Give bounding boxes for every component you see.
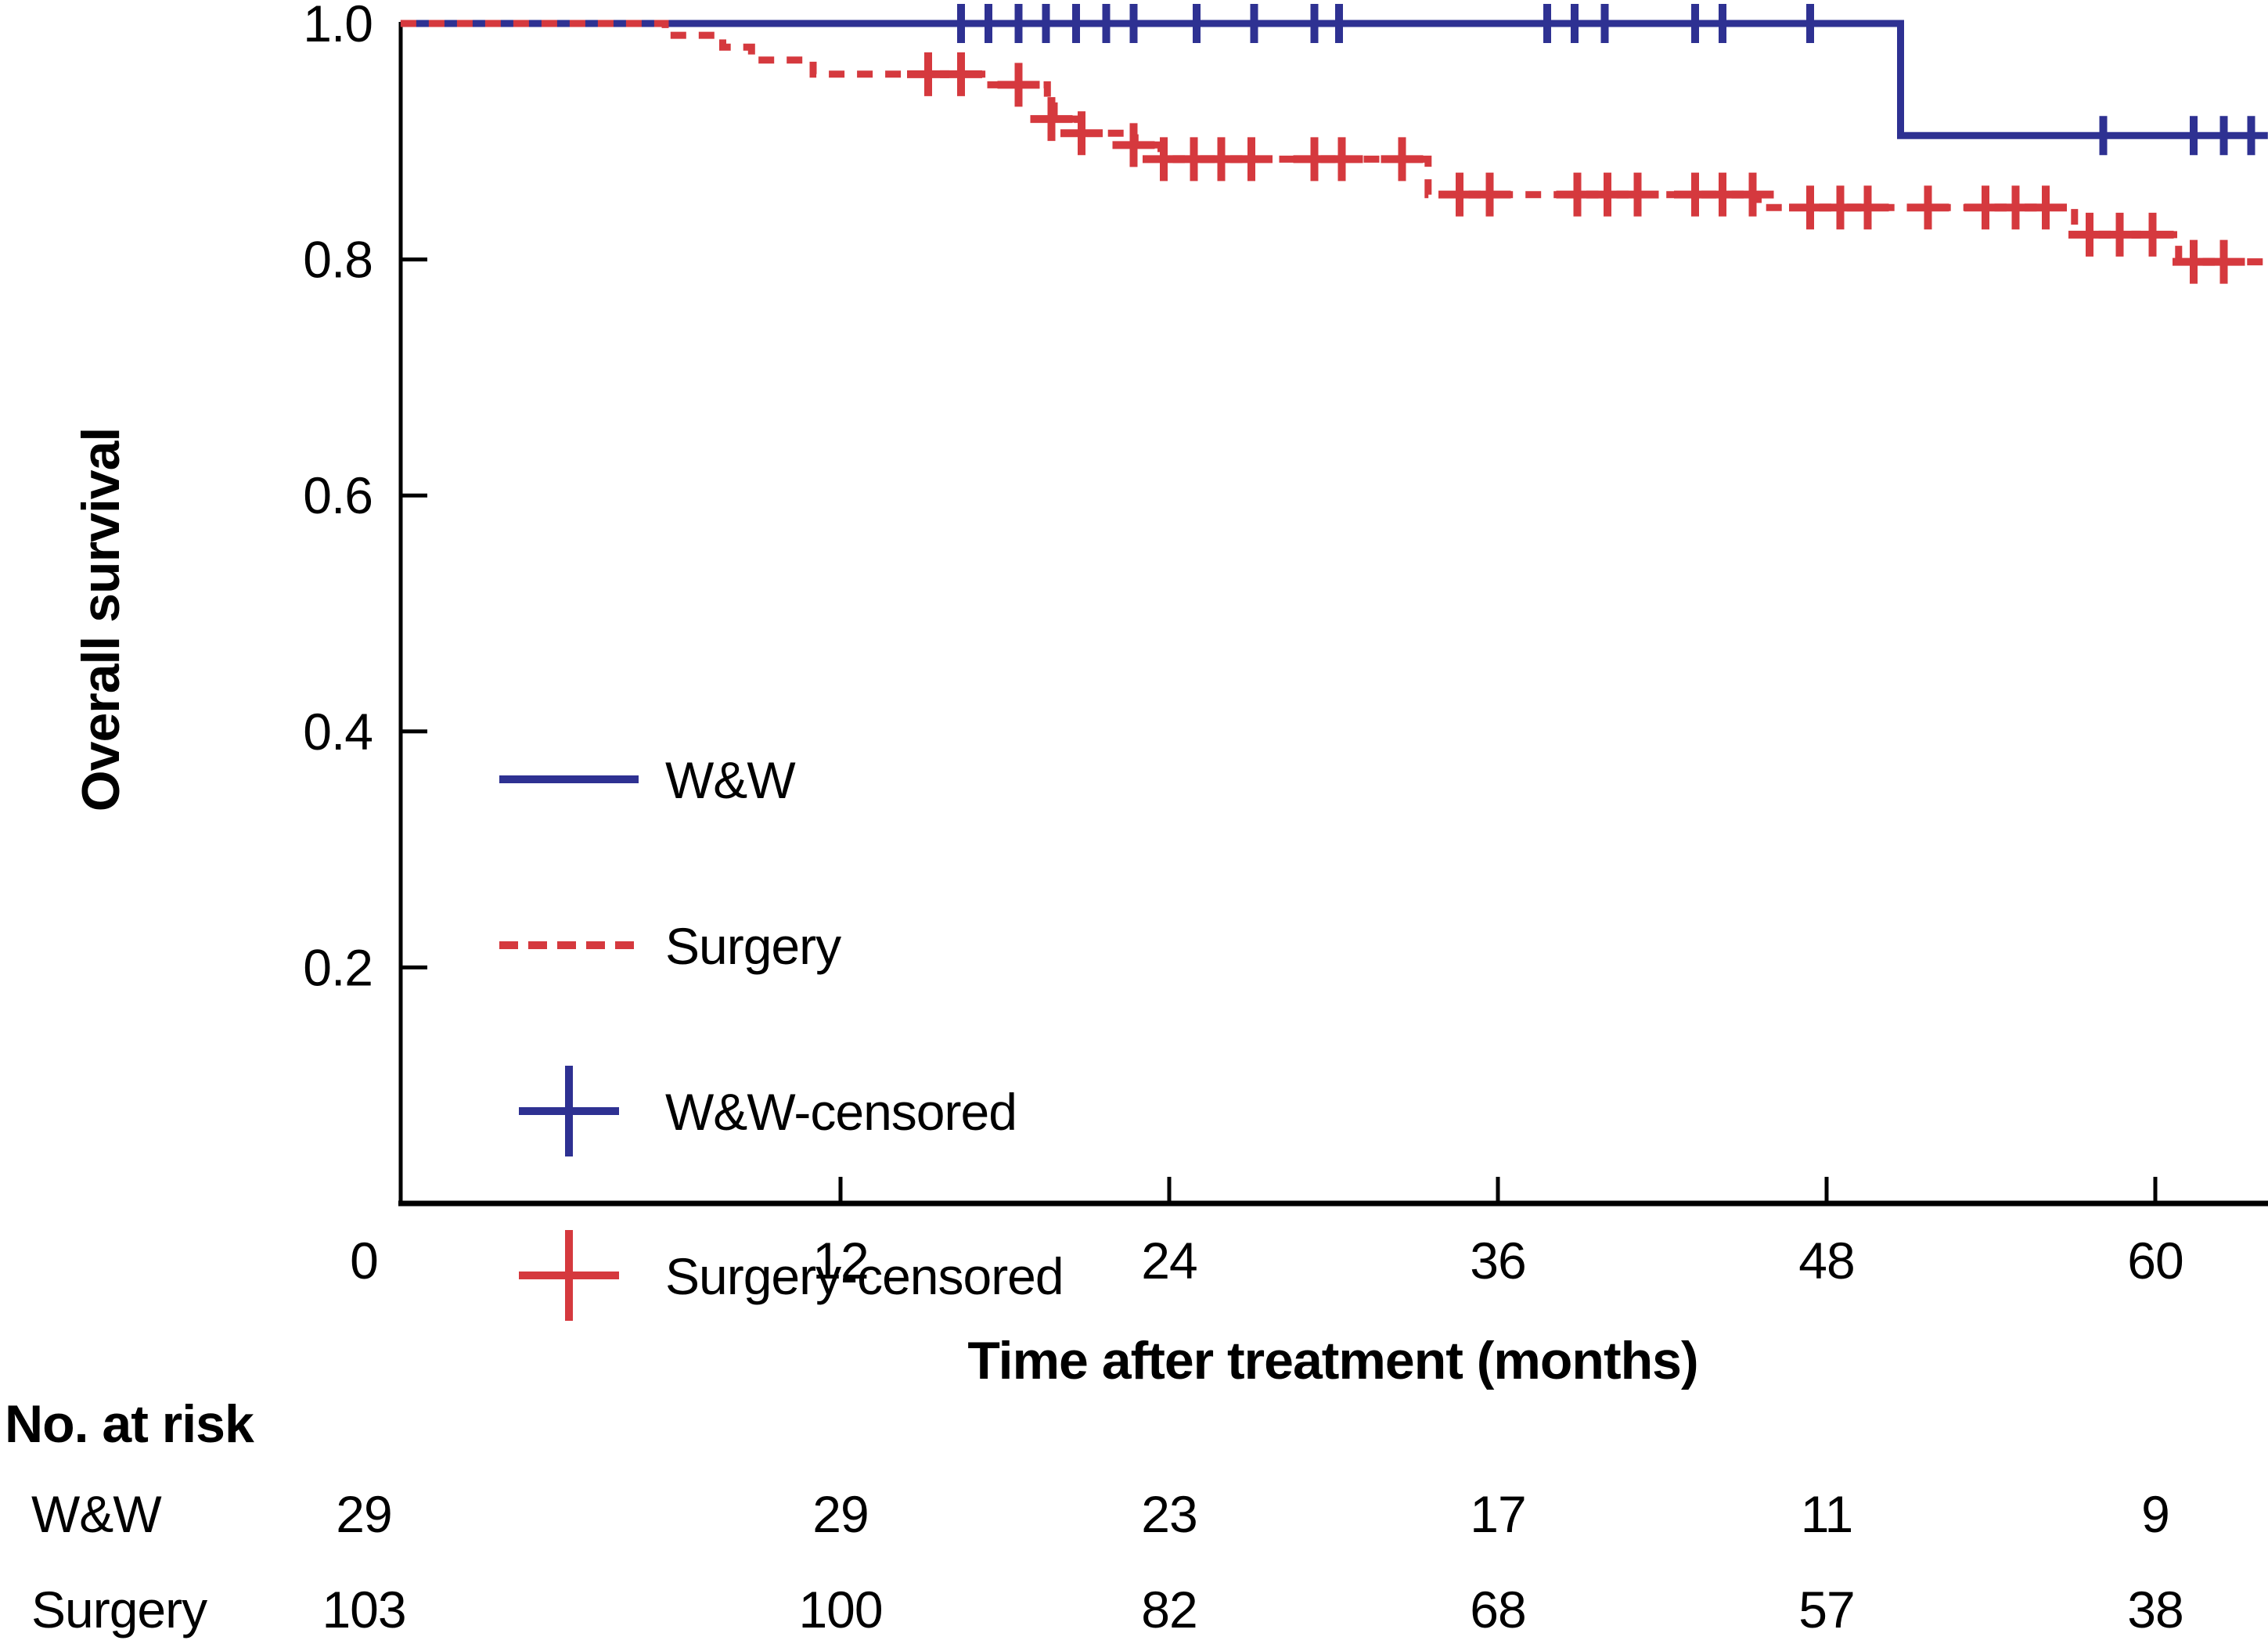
surgery-censor-mark xyxy=(1468,172,1511,217)
x-axis-title: Time after treatment (months) xyxy=(967,1331,1697,1390)
legend: W&W Surgery W&W-censored Surgery-censore… xyxy=(499,751,1064,1321)
x-tick-label: 48 xyxy=(1798,1232,1854,1290)
y-axis-title: Overall survival xyxy=(71,428,131,812)
surgery-censor-mark xyxy=(1230,137,1273,182)
surgery-censor-mark xyxy=(2025,185,2067,230)
x-tick-label: 24 xyxy=(1141,1232,1197,1290)
risk-value: 17 xyxy=(1470,1485,1525,1543)
surgery-censor-mark xyxy=(1112,123,1155,167)
y-tick-label: 1.0 xyxy=(303,0,373,52)
surgery-censor-mark xyxy=(1381,137,1424,182)
surgery-censor-mark xyxy=(1731,172,1774,217)
y-tick-label: 0.2 xyxy=(303,938,373,996)
y-tick-label: 0.8 xyxy=(303,231,373,289)
risk-value: 82 xyxy=(1141,1581,1197,1638)
risk-table-values-layer: W&W 29 29 23 17 11 9 Surgery 103 100 82 68 57 38 xyxy=(31,1485,2184,1638)
risk-value: 29 xyxy=(812,1485,868,1543)
x-tick-label: 0 xyxy=(350,1232,378,1290)
y-tick-label: 0.6 xyxy=(303,466,373,524)
surgery-censor-mark xyxy=(1060,111,1103,156)
surgery-censor-mark xyxy=(1906,185,1949,230)
surgery-censor-mark xyxy=(1030,97,1073,142)
risk-value: 9 xyxy=(2141,1485,2169,1543)
legend-surgery-label: Surgery xyxy=(665,917,841,975)
y-tick-label: 0.4 xyxy=(303,703,373,761)
surgery-censor-mark xyxy=(1320,137,1363,182)
risk-value: 23 xyxy=(1141,1485,1197,1543)
x-tick-label: 36 xyxy=(1470,1232,1525,1290)
risk-value: 38 xyxy=(2127,1581,2183,1638)
ww-curve xyxy=(400,20,2268,139)
x-tick-label: 12 xyxy=(812,1232,868,1290)
surgery-censor-mark xyxy=(1616,172,1659,217)
axes-layer: 1.0 0.8 0.6 0.4 0.2 0 12 24 36 48 60 xyxy=(303,0,2268,1290)
surgery-censor-mark xyxy=(1846,185,1889,230)
risk-value: 29 xyxy=(336,1485,391,1543)
legend-ww-censored-plus-icon xyxy=(519,1066,619,1156)
legend-ww-label: W&W xyxy=(665,751,796,809)
risk-value: 100 xyxy=(798,1581,882,1638)
risk-value: 68 xyxy=(1470,1581,1525,1638)
surgery-censor-mark xyxy=(997,63,1040,107)
risk-table-title: No. at risk xyxy=(5,1394,254,1454)
risk-value: 57 xyxy=(1798,1581,1854,1638)
risk-row-label: Surgery xyxy=(31,1581,207,1638)
surgery-censor-mark xyxy=(2131,212,2174,257)
risk-value: 11 xyxy=(1801,1485,1853,1543)
risk-value: 103 xyxy=(322,1581,405,1638)
legend-surgery-censored-label: Surgery-censored xyxy=(665,1247,1064,1305)
legend-ww-censored-label: W&W-censored xyxy=(665,1083,1017,1141)
x-tick-label: 60 xyxy=(2127,1232,2183,1290)
surgery-censor-mark xyxy=(2202,239,2245,284)
curves-layer xyxy=(400,4,2268,284)
risk-row-label: W&W xyxy=(31,1485,162,1543)
surgery-censor-mark xyxy=(940,52,982,96)
legend-surgery-censored-plus-icon xyxy=(519,1230,619,1321)
